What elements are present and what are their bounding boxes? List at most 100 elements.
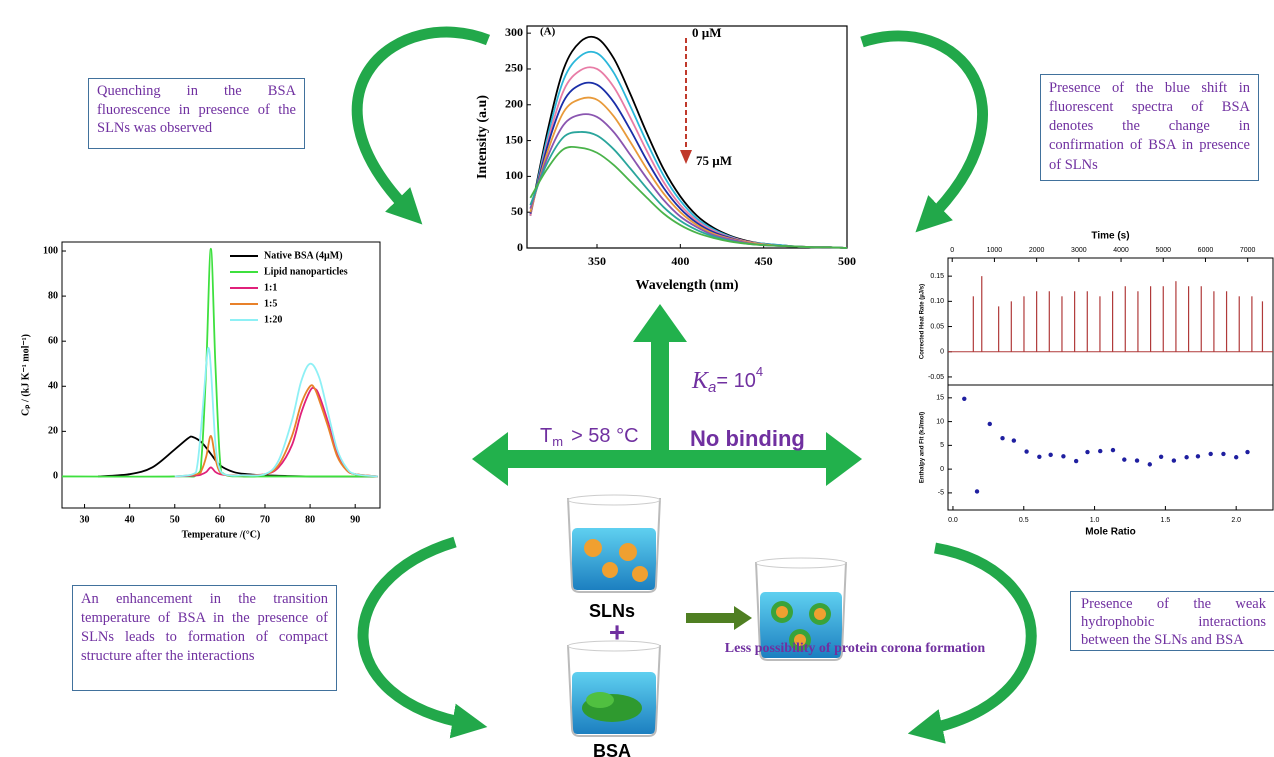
point xyxy=(988,422,992,426)
point xyxy=(1111,448,1115,452)
y-tick-label: 5 xyxy=(940,442,944,449)
x-tick-label: 0 xyxy=(950,247,954,254)
x-tick-label: 2000 xyxy=(1029,247,1045,254)
x-tick-label: 0.5 xyxy=(1019,517,1029,524)
y-tick-label: 40 xyxy=(48,381,58,392)
y-tick-label: 60 xyxy=(48,335,58,346)
corona-label: Less possibility of protein corona forma… xyxy=(725,641,986,656)
y-tick-label: 0 xyxy=(940,349,944,356)
x-tick-label: 5000 xyxy=(1155,247,1171,254)
arrow-head xyxy=(826,432,862,486)
point xyxy=(1012,438,1016,442)
point xyxy=(1234,455,1238,459)
y-tick-label: 200 xyxy=(505,97,523,111)
line xyxy=(530,132,847,248)
x-tick-label: 60 xyxy=(215,514,225,525)
x-axis-title: Wavelength (nm) xyxy=(635,278,738,293)
point xyxy=(1221,452,1225,456)
curved-arrow xyxy=(357,32,488,212)
x-tick-label: 500 xyxy=(838,254,856,268)
y-tick-label: 250 xyxy=(505,61,523,75)
point xyxy=(962,397,966,401)
point xyxy=(1172,458,1176,462)
point xyxy=(1135,458,1139,462)
y-tick-label: 100 xyxy=(43,245,58,256)
legend-label: 1:5 xyxy=(264,298,277,309)
small-arrow-shaft xyxy=(686,613,736,623)
x-tick-label: 1.5 xyxy=(1161,517,1171,524)
line xyxy=(530,147,847,248)
y-tick-label: 15 xyxy=(936,395,944,402)
point xyxy=(1122,457,1126,461)
x-tick-label: 4000 xyxy=(1113,247,1129,254)
x-tick-label: 0.0 xyxy=(948,517,958,524)
bsa-label: BSA xyxy=(593,741,631,757)
point xyxy=(1085,450,1089,454)
y-tick-label: -0.05 xyxy=(928,374,944,381)
x-tick-label: 3000 xyxy=(1071,247,1087,254)
chart: 0.00.51.01.52.0-5051015Mole RatioEnthalp… xyxy=(920,385,1273,538)
chart: 30405060708090020406080100Temperature /(… xyxy=(20,242,380,540)
y-axis-title: Enthalpy and Fit (kJ/mol) xyxy=(920,412,926,483)
arrow-bottom-label: 75 µM xyxy=(696,153,732,168)
x-tick-label: 2.0 xyxy=(1231,517,1241,524)
legend-label: Lipid nanoparticles xyxy=(264,266,348,277)
text-box: Quenching in the BSA fluorescence in pre… xyxy=(88,78,305,149)
y-tick-label: 0.05 xyxy=(930,323,944,330)
point xyxy=(1061,454,1065,458)
x-tick-label: 80 xyxy=(305,514,315,525)
plot-frame xyxy=(948,385,1273,510)
curved-arrow xyxy=(862,36,983,220)
y-tick-label: 50 xyxy=(511,204,523,218)
arrow-shaft xyxy=(651,338,669,462)
y-tick-label: 300 xyxy=(505,25,523,39)
y-tick-label: 150 xyxy=(505,132,523,146)
ka-label: Ka= 104 xyxy=(691,364,763,396)
point xyxy=(1196,454,1200,458)
y-tick-label: 0.15 xyxy=(930,273,944,280)
arrow-shaft xyxy=(505,450,830,468)
y-tick-label: 0 xyxy=(940,466,944,473)
x-tick-label: 6000 xyxy=(1198,247,1214,254)
x-axis-title: Mole Ratio xyxy=(1085,527,1136,538)
point xyxy=(975,489,979,493)
x-tick-label: 7000 xyxy=(1240,247,1256,254)
y-tick-label: 0 xyxy=(53,471,58,482)
point xyxy=(1245,450,1249,454)
line xyxy=(530,114,847,248)
arrow-head xyxy=(472,432,508,486)
panel-label: (A) xyxy=(540,26,556,38)
y-tick-label: 20 xyxy=(48,426,58,437)
x-tick-label: 40 xyxy=(125,514,135,525)
point xyxy=(1184,455,1188,459)
x-tick-label: 400 xyxy=(671,254,689,268)
no-binding-label: No binding xyxy=(690,426,805,451)
point xyxy=(1074,459,1078,463)
point xyxy=(1048,453,1052,457)
page: Tm> 58 °C No binding Ka= 104 SLNs + BSA … xyxy=(0,0,1274,757)
x-tick-label: 450 xyxy=(755,254,773,268)
x-tick-label: 90 xyxy=(350,514,360,525)
arrow-top-label: 0 µM xyxy=(692,25,722,40)
text-box: Presence of the blue shift in fluorescen… xyxy=(1040,74,1259,181)
point xyxy=(1037,455,1041,459)
x-tick-label: 50 xyxy=(170,514,180,525)
beaker-bsa xyxy=(568,641,660,736)
point xyxy=(1148,462,1152,466)
point xyxy=(1024,449,1028,453)
y-tick-label: 10 xyxy=(936,418,944,425)
x-tick-label: 1.0 xyxy=(1090,517,1100,524)
legend-label: Native BSA (4µM) xyxy=(264,250,343,261)
text-box: An enhancement in the transition tempera… xyxy=(72,585,337,691)
point xyxy=(1098,449,1102,453)
y-tick-label: 80 xyxy=(48,290,58,301)
plot-frame xyxy=(948,258,1273,385)
x-axis-title: Time (s) xyxy=(1091,231,1129,242)
text-box: Presence of the weak hydrophobic interac… xyxy=(1070,591,1274,651)
y-tick-label: 100 xyxy=(505,168,523,182)
curved-arrow xyxy=(925,548,1031,730)
beaker-slns xyxy=(568,495,660,592)
legend-label: 1:1 xyxy=(264,282,277,293)
